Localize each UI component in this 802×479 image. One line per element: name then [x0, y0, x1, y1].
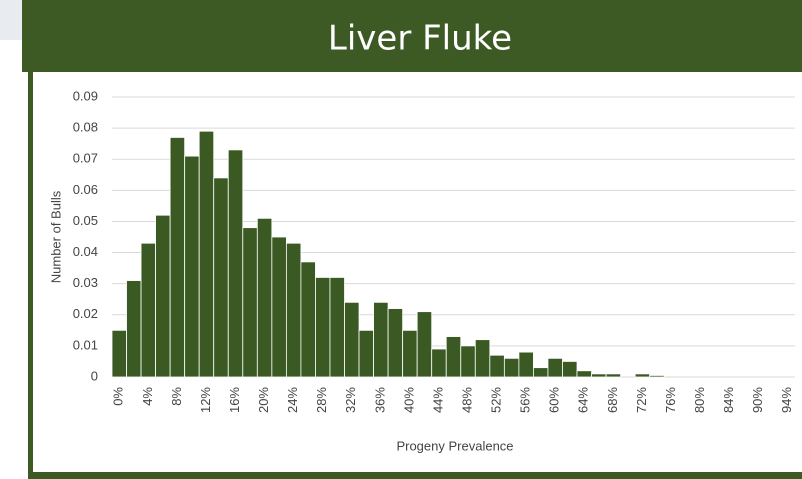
- bar: [649, 375, 665, 378]
- x-tick-label: 76%: [663, 387, 678, 413]
- y-tick-label: 0.01: [73, 337, 98, 352]
- chart-title: Liver Fluke: [328, 19, 512, 59]
- x-tick-label: 40%: [401, 387, 416, 413]
- bar: [373, 301, 389, 378]
- x-tick-label: 64%: [576, 387, 591, 413]
- bar: [503, 357, 520, 378]
- bar: [576, 370, 592, 378]
- bar: [387, 308, 404, 378]
- bar: [198, 130, 215, 378]
- bar: [402, 329, 418, 378]
- bar: [140, 242, 156, 378]
- bar: [126, 280, 142, 378]
- y-tick-label: 0.09: [73, 88, 98, 103]
- bar: [184, 155, 200, 378]
- x-tick-label: 32%: [343, 387, 358, 413]
- bar: [416, 311, 433, 378]
- bar: [634, 373, 651, 378]
- x-tick-label: 24%: [285, 387, 300, 413]
- corner: [0, 0, 22, 40]
- x-tick-label: 48%: [459, 387, 474, 413]
- y-tick-label: 0.06: [73, 182, 98, 197]
- x-axis-title: Progeny Prevalence: [396, 438, 513, 453]
- bar: [431, 348, 447, 378]
- bar: [329, 277, 345, 378]
- x-tick-label: 94%: [779, 387, 794, 413]
- x-tick-label: 60%: [547, 387, 562, 413]
- bar: [111, 329, 127, 378]
- bar: [445, 336, 462, 378]
- x-tick-label: 72%: [634, 387, 649, 413]
- bar: [358, 329, 374, 378]
- x-tick-label: 90%: [750, 387, 765, 413]
- y-tick-label: 0.02: [73, 306, 98, 321]
- bar: [533, 367, 549, 378]
- bar: [460, 345, 476, 378]
- bar: [474, 339, 491, 378]
- bar: [242, 227, 258, 378]
- x-tick-label: 52%: [489, 387, 504, 413]
- y-tick-label: 0.07: [73, 151, 98, 166]
- x-tick-label: 44%: [430, 387, 445, 413]
- y-tick-label: 0: [91, 368, 98, 383]
- x-tick-label: 8%: [169, 387, 184, 406]
- x-tick-label: 12%: [198, 387, 213, 413]
- x-tick-label: 28%: [314, 387, 329, 413]
- header-band: [22, 0, 802, 72]
- bar: [285, 242, 302, 378]
- x-tick-label: 20%: [256, 387, 271, 413]
- x-tick-label: 16%: [227, 387, 242, 413]
- x-tick-label: 68%: [605, 387, 620, 413]
- y-tick-label: 0.03: [73, 275, 98, 290]
- bar: [547, 357, 563, 378]
- x-tick-label: 36%: [372, 387, 387, 413]
- bar: [591, 373, 607, 378]
- x-tick-label: 4%: [140, 387, 155, 406]
- y-tick-label: 0.08: [73, 120, 98, 135]
- bar: [256, 217, 273, 378]
- y-axis-title: Number of Bulls: [48, 190, 63, 283]
- bar: [518, 351, 534, 378]
- bar: [169, 137, 186, 378]
- bar: [271, 236, 287, 378]
- x-tick-label: 80%: [692, 387, 707, 413]
- bar: [315, 277, 331, 378]
- bar: [344, 301, 360, 378]
- bar: [213, 177, 229, 378]
- x-tick-label: 56%: [518, 387, 533, 413]
- y-tick-label: 0.04: [73, 244, 98, 259]
- x-tick-label: 0%: [111, 387, 126, 406]
- bar: [605, 373, 622, 378]
- bar: [562, 361, 578, 378]
- bar: [300, 261, 316, 378]
- bar: [227, 149, 244, 378]
- bar: [489, 354, 505, 378]
- x-tick-label: 84%: [721, 387, 736, 413]
- y-tick-label: 0.05: [73, 213, 98, 228]
- bar: [155, 214, 171, 378]
